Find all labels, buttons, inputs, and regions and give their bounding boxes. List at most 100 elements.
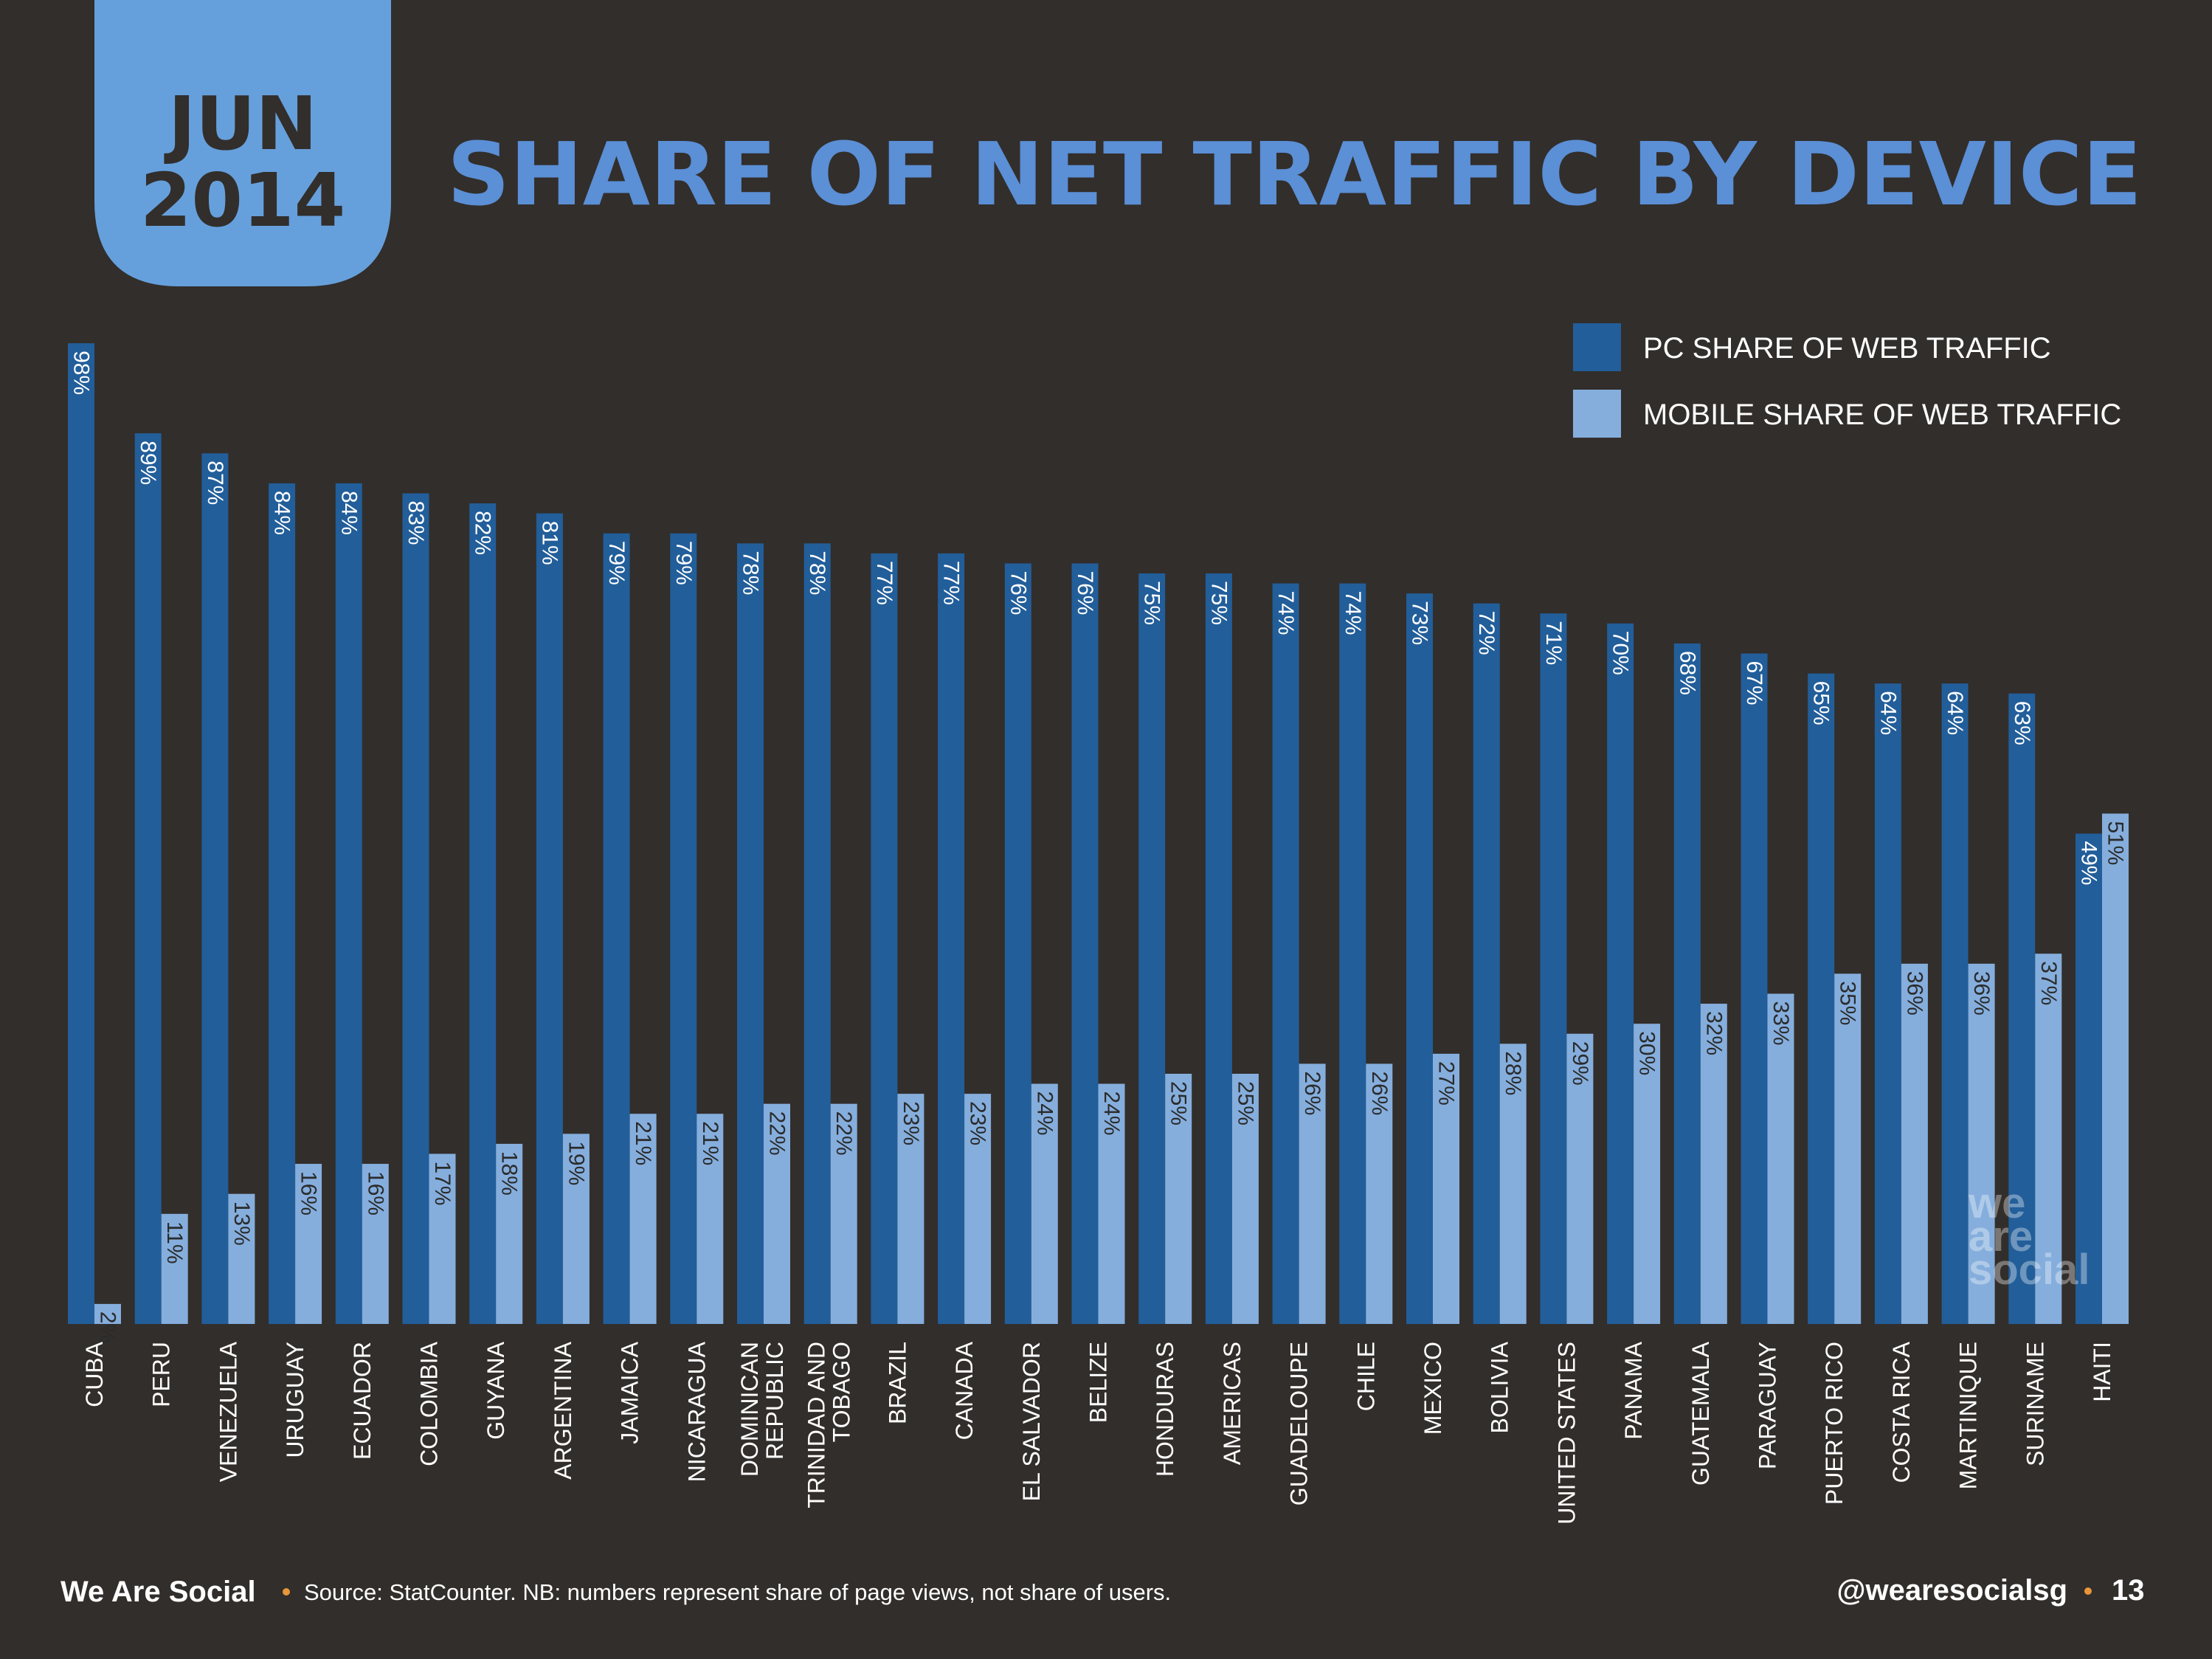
bar-mobile (1299, 1063, 1326, 1324)
bar-pc (1406, 593, 1433, 1324)
x-axis-labels: CUBA PERU VENEZUELA URUGUAY ECUADOR COLOMBIA G… (81, 1341, 2115, 1524)
svg-text:are: are (1969, 1213, 2033, 1260)
value-label-mobile: 22% (765, 1111, 789, 1156)
bar-mobile (697, 1114, 724, 1324)
value-label-pc: 65% (1809, 681, 1833, 725)
bar-mobile (161, 1213, 188, 1324)
legend-label-mobile: MOBILE SHARE OF WEB TRAFFIC (1643, 399, 2121, 431)
bar-mobile (562, 1134, 590, 1324)
bar-pc (1741, 653, 1768, 1324)
value-label-mobile: 16% (297, 1171, 321, 1215)
value-label-mobile: 24% (1032, 1091, 1057, 1136)
x-tick-label: SURINAME (2022, 1342, 2048, 1466)
value-label-mobile: 30% (1635, 1031, 1659, 1075)
bar-mobile (1031, 1083, 1058, 1324)
bar-pc (670, 533, 697, 1324)
value-label-pc: 77% (872, 561, 896, 605)
bar-pc (68, 343, 94, 1324)
x-tick-label: BOLIVIA (1487, 1341, 1513, 1433)
value-label-mobile: 17% (430, 1161, 455, 1205)
bars: 98% 2% 89% 11% 87% 13% 84% 16% 84% 16% 83% 17% 82% 18… (68, 343, 2129, 1343)
value-label-pc: 87% (203, 461, 227, 505)
value-label-pc: 74% (1341, 591, 1365, 635)
legend-label-pc: PC SHARE OF WEB TRAFFIC (1643, 332, 2051, 365)
bar-mobile (2035, 953, 2062, 1324)
value-label-pc: 70% (1608, 631, 1633, 675)
badge-month: JUN (164, 80, 317, 167)
value-label-pc: 83% (404, 501, 428, 545)
bar-pc (335, 483, 362, 1325)
badge-year: 2014 (140, 157, 345, 244)
bar-mobile (629, 1114, 657, 1324)
value-label-mobile: 28% (1501, 1051, 1525, 1095)
value-label-mobile: 16% (363, 1171, 387, 1215)
value-label-mobile: 33% (1769, 1001, 1793, 1046)
x-tick-label: AMERICAS (1219, 1342, 1245, 1465)
bar-pc (1071, 563, 1099, 1325)
value-label-pc: 76% (1006, 570, 1030, 615)
bar-mobile (1968, 963, 1995, 1324)
x-tick-label: HONDURAS (1152, 1342, 1178, 1477)
value-label-mobile: 26% (1300, 1071, 1324, 1115)
bar-pc (1205, 573, 1232, 1324)
value-label-pc: 78% (805, 551, 829, 595)
footer-dot (2084, 1587, 2092, 1595)
bar-mobile (1366, 1063, 1393, 1324)
value-label-mobile: 23% (966, 1101, 990, 1145)
x-tick-label: JAMAICA (617, 1341, 643, 1444)
chart-title: SHARE OF NET TRAFFIC BY DEVICE (447, 123, 2142, 225)
value-label-pc: 49% (2077, 841, 2101, 886)
x-tick-label: UNITED STATES (1553, 1342, 1580, 1525)
x-tick-label: GUADELOUPE (1286, 1342, 1313, 1505)
bar-pc (603, 533, 630, 1324)
bar-mobile (1566, 1033, 1594, 1324)
x-tick-label: TRINIDAD ANDTOBAGO (803, 1342, 855, 1508)
bar-pc (469, 503, 497, 1324)
bar-mobile (228, 1193, 255, 1324)
svg-text:we: we (1968, 1179, 2025, 1227)
x-tick-label: MARTINIQUE (1955, 1342, 1982, 1489)
bar-pc (1272, 583, 1299, 1324)
footer-handle: @wearesocialsg (1837, 1574, 2068, 1607)
bar-mobile (1231, 1074, 1259, 1324)
bar-mobile (295, 1164, 322, 1324)
watermark-logo: we are social (1968, 1179, 2090, 1294)
bar-pc (938, 553, 965, 1324)
value-label-pc: 75% (1140, 581, 1164, 625)
x-tick-label: NICARAGUA (683, 1341, 710, 1482)
value-label-pc: 81% (537, 521, 561, 565)
value-label-mobile: 37% (2036, 961, 2061, 1005)
x-tick-label: BRAZIL (884, 1342, 910, 1424)
bar-pc (1808, 673, 1835, 1324)
value-label-mobile: 21% (631, 1121, 655, 1165)
footer-dot (283, 1588, 290, 1596)
bar-pc (1004, 563, 1031, 1325)
bar-mobile (496, 1143, 523, 1324)
bar-mobile (429, 1153, 456, 1324)
bar-mobile (897, 1094, 924, 1324)
bar-mobile (1499, 1044, 1527, 1324)
x-tick-label: DOMINICANREPUBLIC (736, 1342, 788, 1477)
value-label-mobile: 19% (564, 1141, 588, 1185)
value-label-pc: 68% (1675, 651, 1699, 695)
x-tick-label: CANADA (951, 1341, 978, 1440)
bar-mobile (1700, 1004, 1727, 1324)
value-label-mobile: 25% (1167, 1081, 1191, 1125)
value-label-mobile: 27% (1434, 1061, 1459, 1106)
bar-pc (1874, 683, 1901, 1324)
value-label-pc: 82% (471, 511, 495, 555)
value-label-pc: 67% (1742, 661, 1766, 705)
value-label-pc: 84% (270, 491, 294, 535)
value-label-pc: 71% (1541, 621, 1566, 665)
value-label-mobile: 29% (1568, 1041, 1592, 1086)
legend-swatch-pc (1573, 323, 1621, 371)
bar-mobile (1098, 1083, 1125, 1324)
bar-pc (1941, 683, 1969, 1324)
bar-pc (871, 553, 898, 1324)
bar-mobile (1767, 993, 1794, 1324)
value-label-pc: 73% (1408, 601, 1432, 645)
bar-pc (536, 513, 563, 1324)
x-tick-label: ECUADOR (349, 1342, 376, 1460)
bar-mobile (964, 1094, 992, 1324)
